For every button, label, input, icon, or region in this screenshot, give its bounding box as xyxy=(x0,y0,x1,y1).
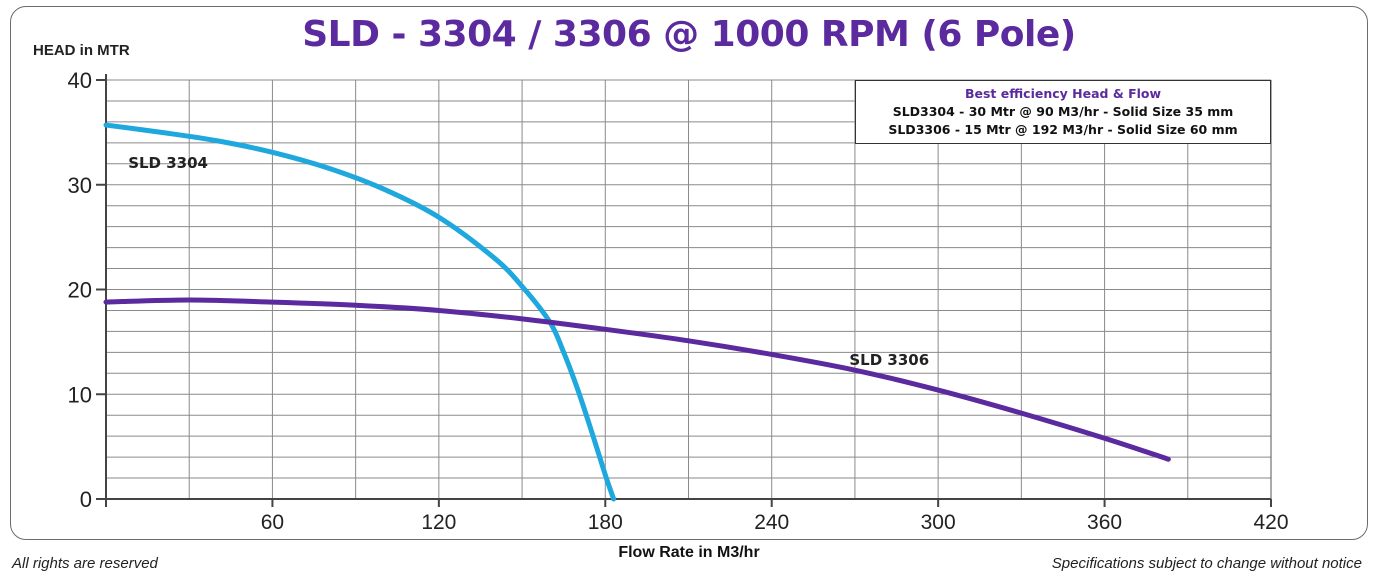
chart-frame xyxy=(10,6,1368,540)
y-tick-label: 0 xyxy=(80,487,92,512)
footer-rights: All rights are reserved xyxy=(12,555,158,572)
series-line-sld-3304 xyxy=(103,122,617,502)
series-annotation-sld-3306: SLD 3306 xyxy=(849,351,929,369)
series-annotation-sld-3304: SLD 3304 xyxy=(128,154,208,172)
footer-disclaimer: Specifications subject to change without… xyxy=(1051,555,1362,572)
legend-line-3304: SLD3304 - 30 Mtr @ 90 M3/hr - Solid Size… xyxy=(892,104,1234,119)
y-tick-label: 40 xyxy=(68,68,92,93)
chart-legend: Best efficiency Head & Flow SLD3304 - 30… xyxy=(855,80,1271,144)
legend-title: Best efficiency Head & Flow xyxy=(964,86,1162,101)
x-tick-label: 300 xyxy=(921,511,956,534)
x-tick-label: 360 xyxy=(1087,511,1122,534)
chart-title: SLD - 3304 / 3306 @ 1000 RPM (6 Pole) xyxy=(302,14,1076,55)
x-tick-label: 420 xyxy=(1253,511,1288,534)
legend-line-3306: SLD3306 - 15 Mtr @ 192 M3/hr - Solid Siz… xyxy=(888,122,1238,137)
x-tick-label: 240 xyxy=(754,511,789,534)
x-axis-label: Flow Rate in M3/hr xyxy=(618,544,760,561)
x-tick-label: 120 xyxy=(421,511,456,534)
x-tick-label: 180 xyxy=(588,511,623,534)
y-tick-label: 20 xyxy=(68,278,92,303)
y-tick-label: 10 xyxy=(68,382,92,407)
series-line-sld-3306 xyxy=(103,297,1171,462)
y-axis-label: HEAD in MTR xyxy=(33,42,130,59)
x-tick-label: 60 xyxy=(261,511,284,534)
y-tick-label: 30 xyxy=(68,173,92,198)
